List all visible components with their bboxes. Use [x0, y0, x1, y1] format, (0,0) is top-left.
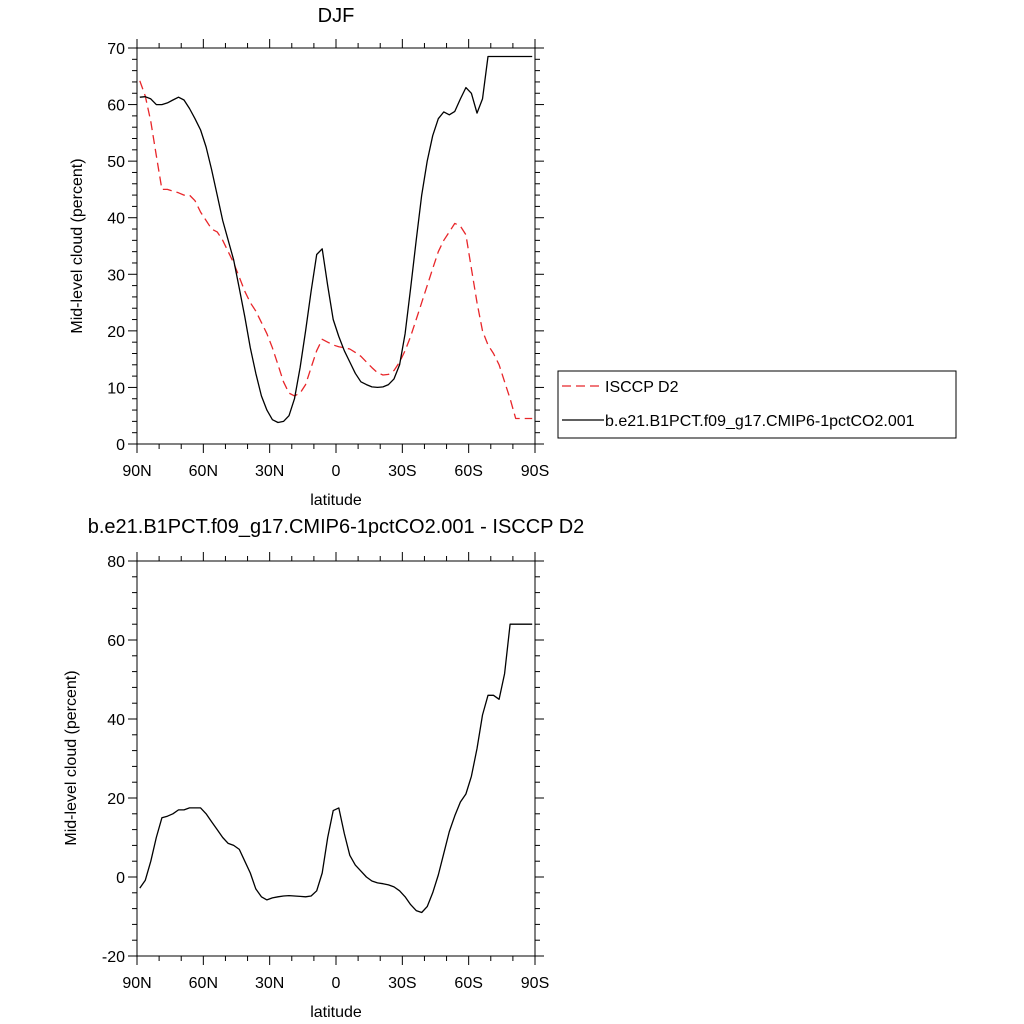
y-tick-label: 0 [116, 870, 125, 887]
chart-title: b.e21.B1PCT.f09_g17.CMIP6-1pctCO2.001 - … [88, 516, 585, 538]
y-tick-label: 20 [107, 791, 125, 808]
x-tick-label: 90N [122, 463, 151, 480]
plot-frame [136, 560, 536, 957]
legend-box [557, 370, 957, 439]
plot-frame [136, 47, 536, 445]
x-axis-label: latitude [310, 492, 362, 509]
y-tick-label: 60 [107, 98, 125, 115]
x-tick-label: 90S [521, 463, 549, 480]
y-tick-label: 50 [107, 154, 125, 171]
x-tick-label: 30S [388, 975, 416, 992]
x-tick-label: 60N [189, 463, 218, 480]
x-tick-label: 0 [332, 463, 341, 480]
y-tick-labels: 0 10 20 30 40 50 60 70 [107, 41, 125, 454]
y-tick-label: 30 [107, 267, 125, 284]
x-tick-label: 60S [454, 463, 482, 480]
x-tick-label: 30N [255, 463, 284, 480]
x-tick-labels: 90N 60N 30N 0 30S 60S 90S [122, 463, 549, 480]
y-tick-labels: -20 0 20 40 60 80 [102, 554, 125, 966]
y-tick-label: 40 [107, 211, 125, 228]
difference-panel: b.e21.B1PCT.f09_g17.CMIP6-1pctCO2.001 - … [63, 516, 584, 1021]
chart-title: DJF [318, 5, 355, 27]
axes-ticks [128, 39, 544, 453]
y-tick-label: 10 [107, 380, 125, 397]
y-axis-label: Mid-level cloud (percent) [63, 670, 80, 845]
series-line-model [139, 55, 533, 424]
series-group [139, 55, 533, 424]
x-axis-label: latitude [310, 1004, 362, 1021]
x-tick-label: 60S [454, 975, 482, 992]
y-tick-label: -20 [102, 949, 125, 966]
legend-label-model: b.e21.B1PCT.f09_g17.CMIP6-1pctCO2.001 [605, 413, 915, 430]
x-tick-labels: 90N 60N 30N 0 30S 60S 90S [122, 975, 549, 992]
y-tick-label: 70 [107, 41, 125, 58]
series-line-difference [139, 623, 533, 914]
y-tick-label: 80 [107, 554, 125, 571]
series-group [139, 623, 533, 914]
series-line-isccp-d2 [139, 80, 533, 420]
y-tick-label: 20 [107, 324, 125, 341]
axes-ticks [128, 552, 544, 965]
y-axis-label: Mid-level cloud (percent) [69, 158, 86, 333]
x-tick-label: 30S [388, 463, 416, 480]
x-tick-label: 30N [255, 975, 284, 992]
y-tick-label: 0 [116, 437, 125, 454]
x-tick-label: 90N [122, 975, 151, 992]
x-tick-label: 60N [189, 975, 218, 992]
x-tick-label: 90S [521, 975, 549, 992]
y-tick-label: 60 [107, 633, 125, 650]
legend-label-isccp: ISCCP D2 [605, 379, 679, 396]
legend: ISCCP D2 b.e21.B1PCT.f09_g17.CMIP6-1pctC… [557, 370, 957, 439]
x-tick-label: 0 [332, 975, 341, 992]
y-tick-label: 40 [107, 712, 125, 729]
